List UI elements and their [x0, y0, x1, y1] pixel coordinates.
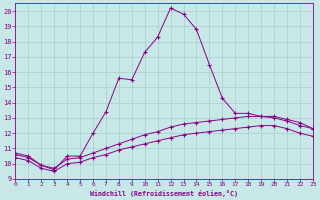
X-axis label: Windchill (Refroidissement éolien,°C): Windchill (Refroidissement éolien,°C)	[90, 190, 238, 197]
